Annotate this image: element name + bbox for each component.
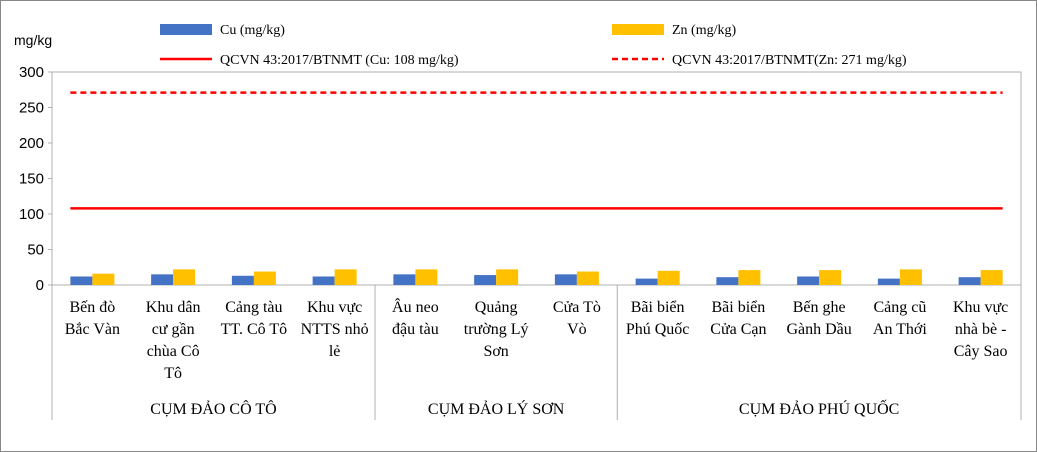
bar-cu — [716, 277, 739, 285]
bar-zn — [334, 269, 357, 285]
legend-label-cu: Cu (mg/kg) — [220, 23, 285, 38]
legend-swatch-cu — [160, 24, 212, 35]
category-label: Khu vực — [307, 299, 362, 316]
bar-zn — [738, 270, 761, 285]
bar-zn — [576, 271, 599, 285]
bar-cu — [958, 277, 981, 285]
category-label: cư gần — [152, 321, 195, 338]
bar-cu — [393, 274, 416, 285]
y-tick-label: 50 — [27, 242, 44, 259]
category-label: Cửa Cạn — [710, 321, 766, 338]
group-label: CỤM ĐẢO PHÚ QUỐC — [739, 399, 899, 418]
category-label: Khu vực — [953, 299, 1008, 316]
category-label: An Thới — [873, 321, 928, 338]
category-label: nhà bè - — [955, 321, 1007, 338]
category-label: Cửa Tò — [553, 299, 601, 316]
category-label: Bến đò — [69, 299, 115, 316]
category-label: Bến ghe — [793, 299, 846, 316]
reference-lines — [70, 91, 1003, 210]
category-label: trường Lý — [464, 321, 529, 338]
group-label: CỤM ĐẢO CÔ TÔ — [150, 399, 276, 418]
category-label: Cây Sao — [954, 343, 1008, 360]
bar-cu — [797, 276, 820, 285]
group-label: CỤM ĐẢO LÝ SƠN — [428, 399, 565, 418]
bar-zn — [657, 270, 680, 285]
category-label: Vò — [567, 321, 587, 338]
category-label: NTTS nhỏ — [301, 321, 369, 338]
bar-cu — [70, 276, 93, 285]
bar-zn — [173, 269, 196, 285]
category-label: Cảng tàu — [225, 299, 282, 316]
bar-cu — [151, 274, 174, 285]
group-labels: CỤM ĐẢO CÔ TÔ CỤM ĐẢO LÝ SƠN CỤM ĐẢO PHÚ Q… — [150, 399, 899, 418]
bar-zn — [415, 269, 438, 285]
category-label: Bãi biển — [711, 299, 765, 316]
legend-label-zn-limit: QCVN 43:2017/BTNMT(Zn: 271 mg/kg) — [672, 53, 907, 68]
y-tick-label: 250 — [19, 100, 44, 117]
bar-cu — [312, 276, 335, 285]
x-axis-labels: Bến đò Bắc Vàn Khu dân cư gần chùa Cô Tô Cảng … — [65, 297, 1009, 382]
bar-zn — [899, 269, 922, 285]
bar-zn — [92, 273, 115, 285]
category-label: Quảng — [475, 299, 518, 316]
legend-label-cu-limit: QCVN 43:2017/BTNMT (Cu: 108 mg/kg) — [220, 53, 459, 68]
y-tick-label: 0 — [36, 277, 44, 294]
bar-zn — [253, 271, 276, 285]
category-label: Sơn — [483, 343, 508, 360]
category-label: TT. Cô Tô — [221, 321, 288, 338]
category-label: Cảng cũ — [873, 299, 926, 316]
group-dividers — [51, 285, 1022, 420]
legend-label-zn: Zn (mg/kg) — [672, 23, 736, 38]
y-axis-ticks: 0 50 100 150 200 250 300 — [19, 64, 52, 294]
bar-cu — [231, 275, 254, 285]
category-label: Gành Dầu — [786, 321, 851, 338]
bar-cu — [877, 278, 900, 285]
bar-cu — [635, 278, 658, 285]
category-label: Khu dân — [146, 299, 201, 316]
category-label: đậu tàu — [392, 321, 439, 338]
category-label: Tô — [164, 365, 182, 382]
category-label: Âu neo — [392, 297, 439, 316]
category-label: Bắc Vàn — [65, 321, 120, 338]
bar-zn — [496, 269, 519, 285]
category-label: Bãi biển — [631, 299, 685, 316]
y-axis-unit: mg/kg — [14, 32, 52, 48]
bar-zn — [819, 270, 842, 285]
y-tick-label: 200 — [19, 135, 44, 152]
y-tick-label: 300 — [19, 64, 44, 81]
category-label: lẻ — [329, 343, 341, 360]
bar-cu — [474, 275, 497, 285]
bars — [70, 269, 1003, 285]
bar-cu — [554, 274, 577, 285]
category-label: Phú Quốc — [626, 321, 690, 338]
bar-zn — [980, 270, 1003, 285]
y-tick-label: 100 — [19, 206, 44, 223]
y-tick-label: 150 — [19, 171, 44, 188]
category-label: chùa Cô — [147, 343, 200, 360]
legend-swatch-zn — [612, 24, 664, 35]
legend: Cu (mg/kg) Zn (mg/kg) QCVN 43:2017/BTNMT… — [160, 23, 907, 68]
